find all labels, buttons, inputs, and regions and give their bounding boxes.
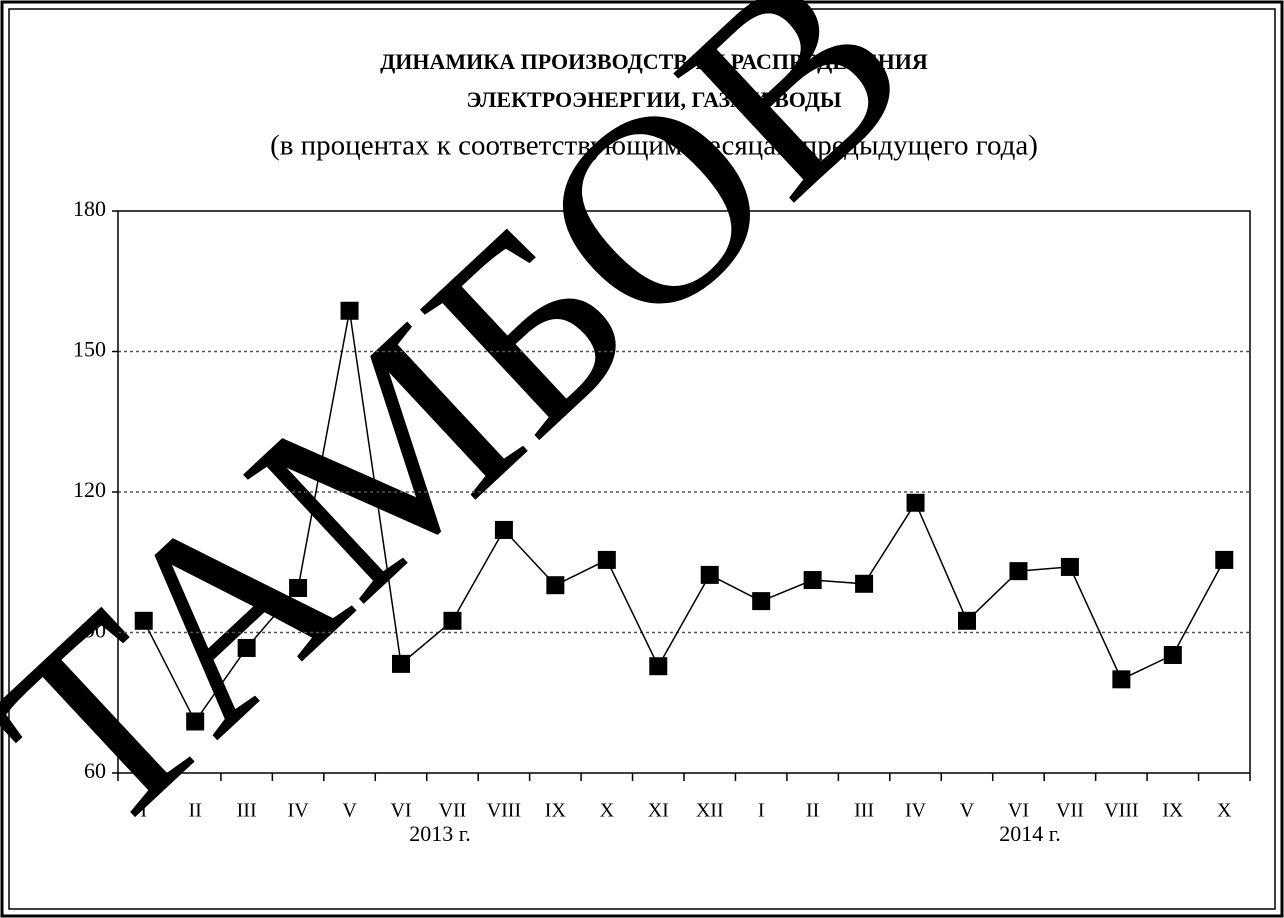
x-tick-label: IV xyxy=(905,800,927,822)
marker xyxy=(855,574,874,593)
x-tick-label: XI xyxy=(648,800,669,822)
marker xyxy=(134,611,153,630)
marker xyxy=(494,520,513,539)
x-tick-label: VI xyxy=(390,800,411,822)
marker xyxy=(443,611,462,630)
marker xyxy=(803,571,822,590)
marker xyxy=(1112,670,1131,689)
marker xyxy=(700,565,719,584)
marker xyxy=(1060,557,1079,576)
x-tick-label: VIII xyxy=(1104,800,1138,822)
marker xyxy=(649,657,668,676)
x-tick-label: X xyxy=(600,800,615,822)
x-tick-label: X xyxy=(1217,800,1232,822)
inner-frame xyxy=(8,8,1276,910)
marker xyxy=(289,579,308,598)
x-tick-label: III xyxy=(237,800,257,822)
y-tick-label: 120 xyxy=(73,477,106,502)
x-tick-label: IX xyxy=(545,800,567,822)
marker xyxy=(546,576,565,595)
marker xyxy=(752,592,771,611)
x-tick-label: I xyxy=(140,800,147,822)
marker xyxy=(392,654,410,673)
x-tick-label: VI xyxy=(1008,800,1029,822)
chart-title-line2: ЭЛЕКТРОЭНЕРГИИ, ГАЗА И ВОДЫ xyxy=(467,87,842,112)
y-tick-label: 60 xyxy=(84,758,106,783)
chart-subtitle: (в процентах к соответствующим месяцам п… xyxy=(270,130,1038,162)
marker xyxy=(340,301,359,320)
marker xyxy=(1163,645,1182,664)
marker xyxy=(237,638,256,657)
series-line xyxy=(143,310,1225,723)
x-tick-label: I xyxy=(758,800,765,822)
x-tick-label: IX xyxy=(1162,800,1184,822)
chart-title: ДИНАМИКА ПРОИЗВОДСТВА И РАСПРЕДЕЛЕНИЯ xyxy=(380,49,928,74)
marker xyxy=(906,493,925,512)
marker xyxy=(1009,562,1028,581)
marker xyxy=(1215,550,1234,569)
x-tick-label: XII xyxy=(696,800,724,822)
marker xyxy=(958,611,976,630)
marker xyxy=(186,712,205,731)
x-tick-label: V xyxy=(342,800,357,822)
x-tick-label: III xyxy=(854,800,874,822)
x-tick-label: II xyxy=(189,800,202,822)
x-tick-label: VII xyxy=(439,800,467,822)
x-tick-label: VII xyxy=(1056,800,1084,822)
x-tick-label: II xyxy=(806,800,819,822)
group-label: 2014 г. xyxy=(999,821,1061,846)
x-tick-label: VIII xyxy=(487,800,521,822)
x-tick-label: IV xyxy=(288,800,310,822)
y-tick-label: 150 xyxy=(73,337,106,362)
y-tick-label: 90 xyxy=(84,618,106,643)
group-label: 2013 г. xyxy=(409,821,471,846)
x-tick-label: V xyxy=(960,800,975,822)
y-tick-label: 180 xyxy=(73,196,106,221)
marker xyxy=(597,550,616,569)
